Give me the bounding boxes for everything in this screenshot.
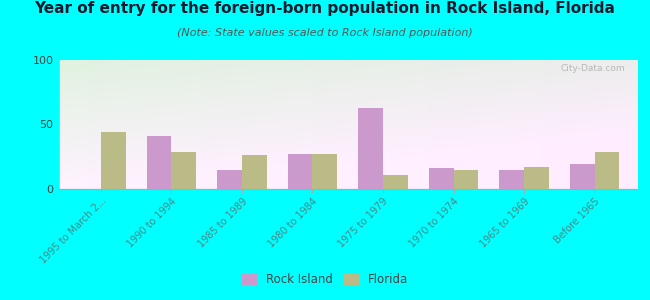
- Bar: [242, 155, 266, 189]
- Bar: [499, 170, 524, 189]
- Text: Year of entry for the foreign-born population in Rock Island, Florida: Year of entry for the foreign-born popul…: [34, 2, 616, 16]
- Bar: [383, 175, 408, 189]
- Bar: [313, 154, 337, 189]
- Bar: [147, 136, 172, 189]
- Text: (Note: State values scaled to Rock Island population): (Note: State values scaled to Rock Islan…: [177, 28, 473, 38]
- Bar: [358, 108, 383, 189]
- Bar: [101, 132, 125, 189]
- Bar: [217, 170, 242, 189]
- Legend: Rock Island, Florida: Rock Island, Florida: [237, 269, 413, 291]
- Bar: [429, 168, 454, 189]
- Bar: [570, 164, 595, 189]
- Bar: [288, 154, 313, 189]
- Text: City-Data.com: City-Data.com: [561, 64, 625, 73]
- Bar: [172, 152, 196, 189]
- Bar: [524, 167, 549, 189]
- Bar: [454, 170, 478, 189]
- Bar: [595, 152, 619, 189]
